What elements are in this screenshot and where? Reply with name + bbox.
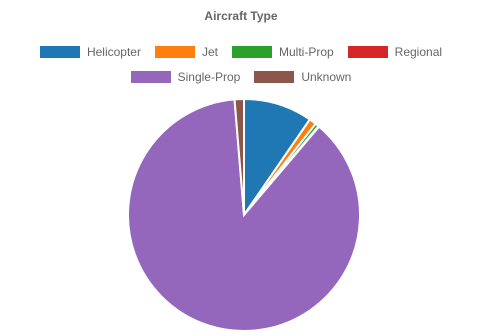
legend-swatch-single-prop bbox=[130, 71, 171, 83]
legend-row-2: Single-Prop Unknown bbox=[0, 70, 482, 84]
legend-item-regional[interactable]: Regional bbox=[347, 45, 443, 59]
legend-row-1: Helicopter Jet Multi-Prop Regional bbox=[0, 45, 482, 59]
legend-swatch-jet bbox=[154, 46, 195, 58]
legend-label-regional: Regional bbox=[394, 45, 443, 59]
legend-item-unknown[interactable]: Unknown bbox=[254, 70, 351, 84]
pie-slice-unknown[interactable] bbox=[233, 97, 245, 216]
legend-swatch-regional bbox=[347, 46, 388, 58]
legend-swatch-helicopter bbox=[39, 46, 80, 58]
chart-title: Aircraft Type bbox=[204, 9, 278, 23]
legend-label-unknown: Unknown bbox=[301, 70, 352, 84]
legend-label-jet: Jet bbox=[201, 45, 218, 59]
legend-item-multi-prop[interactable]: Multi-Prop bbox=[231, 45, 334, 59]
legend-label-single-prop: Single-Prop bbox=[177, 70, 241, 84]
legend-item-helicopter[interactable]: Helicopter bbox=[39, 45, 141, 59]
pie-slice-single-prop[interactable] bbox=[127, 98, 361, 332]
legend-label-multi-prop: Multi-Prop bbox=[278, 45, 334, 59]
legend-item-single-prop[interactable]: Single-Prop bbox=[130, 70, 241, 84]
legend-item-jet[interactable]: Jet bbox=[154, 45, 218, 59]
legend-swatch-multi-prop bbox=[231, 46, 272, 58]
legend-swatch-unknown bbox=[254, 71, 295, 83]
legend-label-helicopter: Helicopter bbox=[86, 45, 141, 59]
